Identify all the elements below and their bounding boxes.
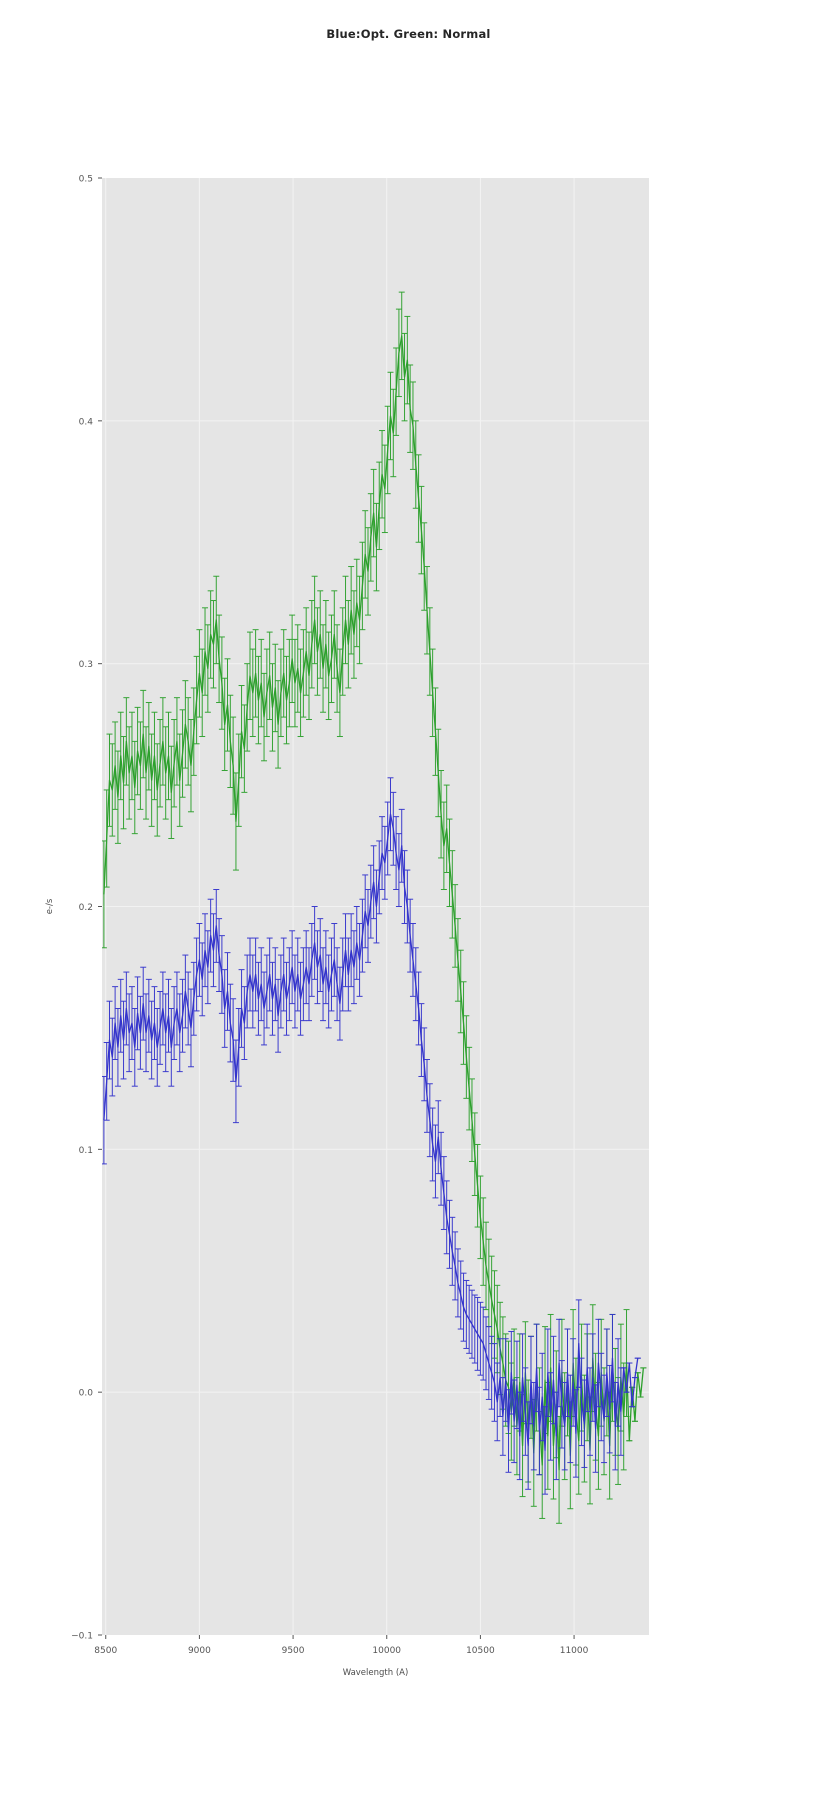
x-tick-label: 9000 <box>188 1646 211 1656</box>
y-tick-label: 0.3 <box>79 660 93 670</box>
page-title: Blue:Opt. Green: Normal <box>326 27 491 41</box>
x-tick-label: 9500 <box>282 1646 305 1656</box>
y-tick-label: 0.4 <box>79 417 94 427</box>
x-tick-label: 11000 <box>560 1646 589 1656</box>
x-tick-label: 10500 <box>466 1646 495 1656</box>
axis-labels: Wavelength (A) e-/s <box>45 898 408 1678</box>
axis-ticks: 8500 9000 9500 10000 10500 11000 −0.1 0.0 0.1 0.2… <box>71 175 589 1657</box>
y-axis-label: e-/s <box>45 898 55 914</box>
series-normal <box>102 291 647 1524</box>
data-series-layer <box>102 291 647 1524</box>
x-tick-label: 10000 <box>372 1646 401 1656</box>
series-opt <box>102 777 641 1495</box>
y-tick-label: −0.1 <box>71 1632 93 1642</box>
y-tick-label: 0.1 <box>79 1146 93 1156</box>
y-tick-label: 0.0 <box>79 1389 94 1399</box>
y-tick-label: 0.5 <box>79 175 93 185</box>
x-tick-label: 8500 <box>94 1646 117 1656</box>
grid-lines <box>102 178 649 1635</box>
x-axis-label: Wavelength (A) <box>343 1668 409 1678</box>
y-tick-label: 0.2 <box>79 903 93 913</box>
